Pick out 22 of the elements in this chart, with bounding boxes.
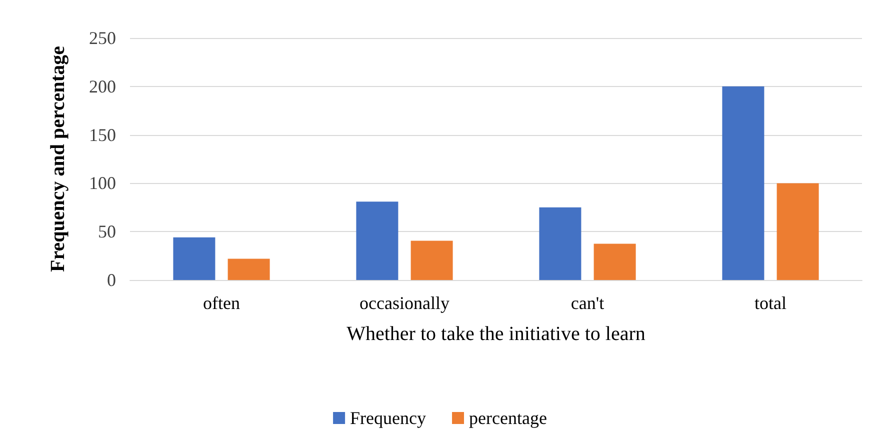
bar: [722, 86, 764, 280]
x-tick-label: can't: [570, 293, 604, 313]
x-axis-title: Whether to take the initiative to learn: [346, 323, 646, 345]
y-tick-label: 0: [107, 270, 116, 290]
y-tick-label: 100: [89, 173, 116, 194]
y-tick-label: 150: [89, 124, 116, 145]
x-tick-label: often: [203, 293, 240, 313]
legend-label: percentage: [469, 408, 547, 428]
bar: [356, 202, 398, 280]
bar: [776, 183, 819, 280]
bar: [539, 207, 582, 280]
bar: [173, 237, 216, 280]
x-tick-label: occasionally: [360, 293, 450, 313]
bar: [410, 240, 453, 280]
y-tick-label: 200: [89, 76, 116, 96]
legend-label: Frequency: [350, 408, 426, 428]
y-tick-label: 50: [98, 222, 116, 242]
y-tick-label: 250: [89, 28, 116, 48]
bar: [594, 244, 636, 280]
x-tick-label: total: [754, 293, 786, 313]
bar: [228, 258, 270, 280]
y-axis-title: Frequency and percentage: [47, 46, 69, 272]
